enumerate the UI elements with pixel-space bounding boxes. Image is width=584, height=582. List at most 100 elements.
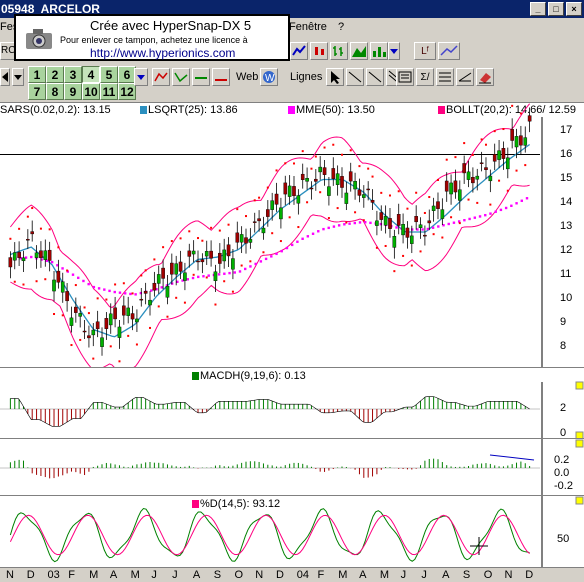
grid-button-9[interactable]: 9 — [64, 83, 82, 100]
candle-body — [52, 279, 56, 292]
candle-body — [331, 168, 336, 179]
cursor-icon — [331, 71, 340, 84]
time-tick-label: M — [89, 569, 99, 581]
maximize-button[interactable]: □ — [548, 2, 564, 16]
price-chart[interactable] — [0, 103, 584, 368]
play-dropdown-button[interactable] — [12, 68, 24, 86]
mme-point — [369, 221, 372, 225]
candle-body — [235, 232, 240, 243]
close-button[interactable]: × — [566, 2, 582, 16]
stochastic-panel[interactable]: %D(14,5): 93.12 50 — [0, 495, 584, 568]
baseline-button[interactable] — [212, 68, 230, 86]
candle-body — [30, 231, 35, 235]
mme-point — [353, 221, 356, 225]
mountain-chart-button[interactable] — [350, 42, 368, 60]
grid-dropdown[interactable] — [134, 68, 148, 86]
mme-point — [108, 289, 111, 293]
sar-dot — [375, 246, 378, 249]
minimize-button[interactable]: _ — [530, 2, 546, 16]
volume-button[interactable] — [370, 42, 388, 60]
stochastic-chart[interactable] — [0, 496, 584, 568]
sar-dot — [266, 186, 269, 189]
cursor-tool-button[interactable] — [326, 68, 344, 86]
sar-dot — [480, 138, 483, 141]
sar-dot — [314, 155, 317, 158]
macd-chart[interactable] — [0, 368, 584, 439]
grid-button-4[interactable]: 4 — [82, 66, 100, 83]
flat-line-button[interactable] — [192, 68, 210, 86]
grid-button-1[interactable]: 1 — [28, 66, 46, 83]
sar-dot — [170, 240, 173, 243]
line-chart-button[interactable] — [290, 42, 308, 60]
scroll-button[interactable] — [172, 68, 190, 86]
time-tick-label: S — [462, 569, 471, 581]
grid-button-3[interactable]: 3 — [64, 66, 82, 83]
mme-point — [155, 288, 158, 291]
mme-point — [285, 246, 289, 250]
trendline-tool-button[interactable] — [346, 68, 364, 86]
draw-tool-button[interactable] — [438, 42, 460, 60]
sar-dot — [262, 251, 265, 254]
mme-point — [515, 202, 518, 205]
price-panel[interactable]: SARS(0.02,0.2): 13.15 LSQRT(25): 13.86 M… — [0, 102, 584, 368]
grid-button-8[interactable]: 8 — [46, 83, 64, 100]
menu-help[interactable]: ? — [338, 21, 345, 33]
left-arrow-button[interactable] — [0, 68, 10, 86]
chevron-down-icon — [137, 75, 145, 80]
line-tool-button[interactable] — [366, 68, 384, 86]
candle-body — [252, 221, 257, 223]
zoom-button[interactable] — [152, 68, 170, 86]
candle-chart-button[interactable] — [310, 42, 328, 60]
grid-button-2[interactable]: 2 — [46, 66, 64, 83]
log-scale-button[interactable]: Lᶠ — [414, 42, 436, 60]
time-tick-label: M — [338, 569, 348, 581]
candle-body — [113, 307, 117, 320]
mme-point — [337, 224, 341, 227]
mme-point — [322, 227, 325, 231]
candle-body — [213, 271, 218, 282]
sar-dot — [419, 250, 422, 253]
grid-button-11[interactable]: 11 — [100, 83, 118, 100]
sar-dot — [279, 240, 282, 243]
web-label[interactable]: Web — [236, 71, 259, 83]
sar-dot — [140, 274, 143, 277]
macd-panel[interactable]: MACDH(9,19,6): 0.13 20-2 — [0, 367, 584, 464]
stamp-line1: Crée avec HyperSnap-DX 5 — [90, 18, 252, 33]
chart-type-dropdown[interactable] — [388, 42, 400, 60]
grid-button-7[interactable]: 7 — [28, 83, 46, 100]
sar-dot — [227, 223, 230, 226]
grid-button-12[interactable]: 12 — [118, 83, 136, 100]
mme-point — [19, 257, 23, 260]
grid-button-5[interactable]: 5 — [100, 66, 118, 83]
fan-tool-button[interactable] — [456, 68, 474, 86]
menu-fenetre[interactable]: Fenêtre — [289, 21, 327, 33]
candle-body — [401, 224, 405, 236]
oscillator-panel[interactable]: 0.2 0.0 -0.2 — [0, 438, 584, 496]
mme-point — [473, 216, 477, 219]
chevron-down-icon — [390, 49, 398, 54]
bar-chart-button[interactable] — [330, 42, 348, 60]
web-button[interactable]: W — [260, 68, 278, 86]
eraser-button[interactable] — [476, 68, 494, 86]
text-tool-button[interactable] — [396, 68, 414, 86]
mme-point — [45, 259, 49, 262]
mme-point — [50, 260, 54, 264]
oscillator-chart[interactable] — [0, 439, 584, 496]
osc-trendline — [489, 454, 535, 461]
mme-point — [426, 227, 430, 231]
sar-dot — [245, 215, 248, 218]
grid-button-10[interactable]: 10 — [82, 83, 100, 100]
mme-point — [317, 230, 320, 233]
mme-point — [332, 225, 336, 228]
hline-icon — [195, 77, 207, 79]
mme-point — [504, 206, 508, 210]
fibo-tool-button[interactable]: Σ/ — [416, 68, 434, 86]
menu-fichier[interactable]: Fes — [0, 21, 19, 33]
mme-point — [416, 228, 419, 231]
candle-body — [505, 157, 510, 170]
candle-body — [392, 236, 397, 248]
chart-zoom-icon — [154, 72, 168, 82]
lines-tool-button[interactable] — [436, 68, 454, 86]
sar-dot — [44, 278, 47, 281]
stamp-link[interactable]: http://www.hyperionics.com — [90, 46, 236, 60]
